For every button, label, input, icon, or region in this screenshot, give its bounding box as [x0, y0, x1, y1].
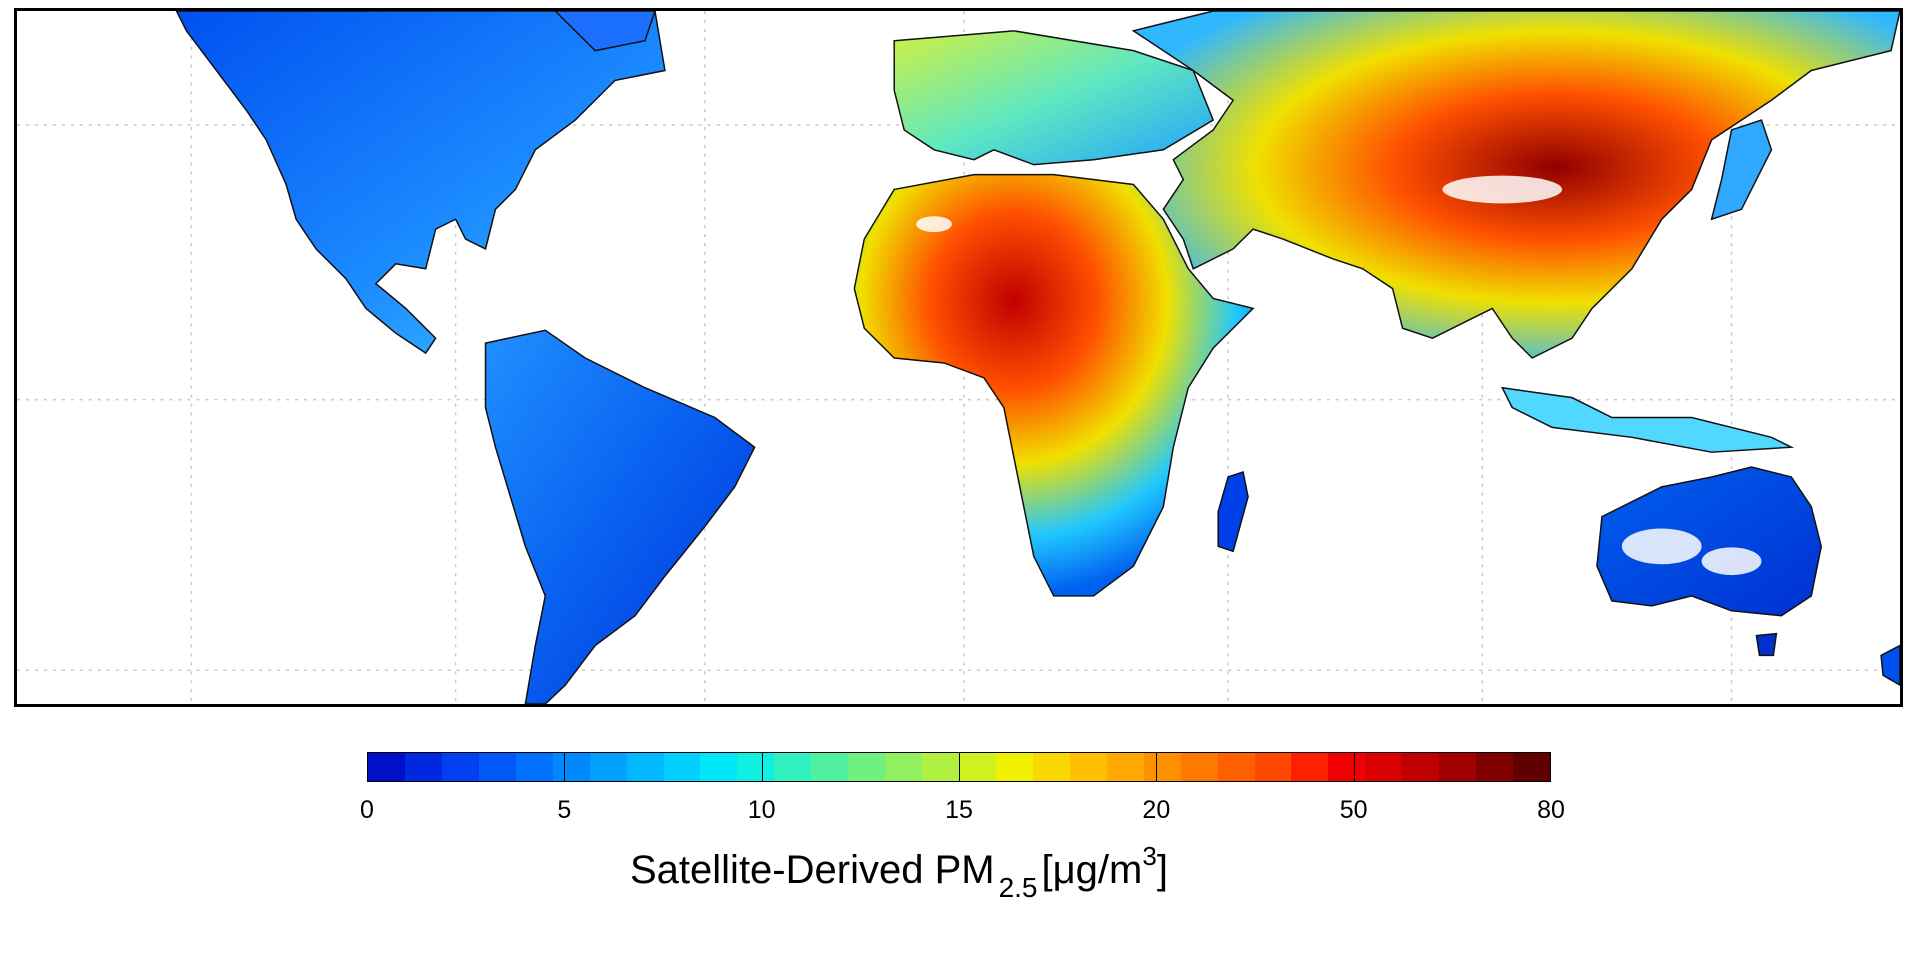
- colorbar-cell: [811, 753, 849, 781]
- colorbar-cell: [1032, 753, 1070, 781]
- colorbar-cell: [1217, 753, 1255, 781]
- colorbar-cell: [995, 753, 1033, 781]
- south-america: [484, 329, 756, 704]
- no-data-areas: [916, 175, 1762, 576]
- subscript: 2.5: [998, 872, 1038, 903]
- japan: [1710, 119, 1773, 221]
- madagascar: [1217, 471, 1249, 553]
- colorbar-tick-label: 20: [1142, 796, 1171, 824]
- colorbar-cell: [1106, 753, 1144, 781]
- colorbar-title: Satellite-Derived PM 2.5 [μg/m3]: [630, 841, 1168, 903]
- australia: [1596, 466, 1823, 617]
- colorbar-cell: [1254, 753, 1292, 781]
- colorbar-tick: [959, 752, 960, 782]
- colorbar-tick: [761, 752, 763, 782]
- colorbar-cell: [1328, 753, 1366, 781]
- new-zealand: [1880, 644, 1900, 687]
- colorbar-cell: [737, 753, 775, 781]
- pm25-colorbar: [367, 752, 1551, 782]
- superscript: 3: [1142, 841, 1157, 871]
- colorbar-cell: [404, 753, 442, 781]
- colorbar-cell: [1069, 753, 1107, 781]
- colorbar-tick-label: 50: [1339, 796, 1368, 824]
- colorbar-tick-label: 80: [1537, 796, 1565, 824]
- colorbar-cell: [700, 753, 738, 781]
- colorbar-cell: [1365, 753, 1403, 781]
- colorbar-cell: [959, 753, 996, 781]
- colorbar-cell: [515, 753, 553, 781]
- colorbar-cell: [885, 753, 923, 781]
- colorbar-cell: [1439, 753, 1477, 781]
- greenland: [554, 11, 656, 52]
- colorbar-tick: [564, 752, 566, 782]
- colorbar-cell: [368, 753, 405, 781]
- africa: [853, 173, 1255, 597]
- colorbar-tick: [1156, 752, 1158, 782]
- colorbar-cell: [626, 753, 664, 781]
- colorbar-cell: [1476, 753, 1514, 781]
- colorbar-tick-label: 10: [747, 796, 776, 824]
- north-america: [175, 11, 666, 355]
- colorbar-cell: [441, 753, 479, 781]
- colorbar-cell: [1291, 753, 1329, 781]
- colorbar-cell: [848, 753, 886, 781]
- colorbar-cell: [774, 753, 812, 781]
- colorbar-cell: [1402, 753, 1440, 781]
- colorbar-cell: [478, 753, 516, 781]
- indonesia: [1500, 386, 1795, 453]
- colorbar-cell: [1180, 753, 1218, 781]
- tasmania: [1755, 632, 1778, 657]
- colorbar-cell: [1513, 753, 1550, 781]
- colorbar-tick-label: 5: [557, 796, 572, 824]
- colorbar-cell: [589, 753, 627, 781]
- pm25-world-map: [17, 11, 1900, 704]
- map-frame: [14, 8, 1903, 707]
- europe: [893, 30, 1215, 166]
- colorbar-tick: [1353, 752, 1355, 782]
- colorbar-tick-label: 15: [945, 796, 973, 824]
- colorbar-cell: [922, 753, 959, 781]
- colorbar-cell: [552, 753, 590, 781]
- colorbar-cell: [1143, 753, 1181, 781]
- colorbar-tick-label: 0: [360, 796, 374, 824]
- colorbar-cell: [663, 753, 701, 781]
